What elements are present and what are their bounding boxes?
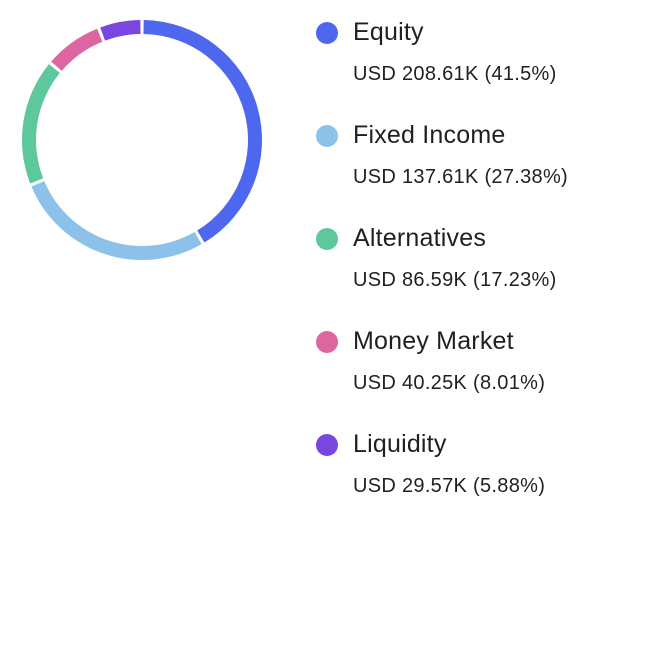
legend-item-alternatives[interactable]: Alternatives USD 86.59K (17.23%) xyxy=(314,220,654,323)
legend-item-fixed-income[interactable]: Fixed Income USD 137.61K (27.38%) xyxy=(314,117,654,220)
legend-swatch xyxy=(316,331,338,353)
chart-legend: Equity USD 208.61K (41.5%) Fixed Income … xyxy=(314,14,654,529)
donut-slice-fixed-income[interactable] xyxy=(31,181,202,260)
donut-chart xyxy=(0,0,290,290)
donut-slice-money-market[interactable] xyxy=(51,28,103,71)
legend-swatch xyxy=(316,22,338,44)
legend-item-equity[interactable]: Equity USD 208.61K (41.5%) xyxy=(314,14,654,117)
legend-item-liquidity[interactable]: Liquidity USD 29.57K (5.88%) xyxy=(314,426,654,529)
legend-value: USD 29.57K (5.88%) xyxy=(353,475,546,497)
legend-label: Liquidity xyxy=(353,430,447,458)
donut-slice-alternatives[interactable] xyxy=(22,64,60,184)
legend-item-money-market[interactable]: Money Market USD 40.25K (8.01%) xyxy=(314,323,654,426)
legend-label: Money Market xyxy=(353,327,514,355)
donut-slice-equity[interactable] xyxy=(143,20,263,243)
legend-label: Equity xyxy=(353,18,424,46)
legend-swatch xyxy=(316,228,338,250)
donut-chart-svg xyxy=(22,20,263,260)
legend-value: USD 86.59K (17.23%) xyxy=(353,269,557,291)
legend-value: USD 40.25K (8.01%) xyxy=(353,372,546,394)
legend-label: Alternatives xyxy=(353,224,487,252)
legend-swatch xyxy=(316,434,338,456)
donut-slice-liquidity[interactable] xyxy=(100,20,141,41)
legend-value: USD 137.61K (27.38%) xyxy=(353,166,569,188)
legend-swatch xyxy=(316,125,338,147)
legend-value: USD 208.61K (41.5%) xyxy=(353,63,557,85)
legend-label: Fixed Income xyxy=(353,121,506,149)
